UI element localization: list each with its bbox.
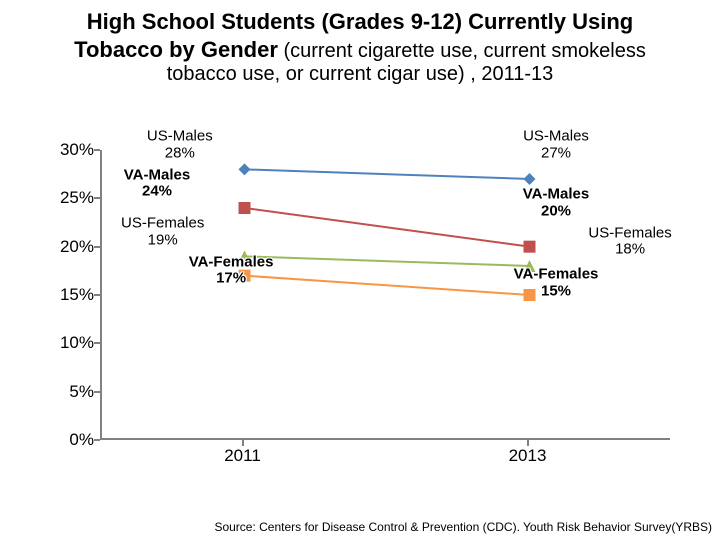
- y-axis-label: 10%: [48, 333, 94, 353]
- y-tick: [94, 197, 100, 199]
- y-axis-label: 0%: [48, 430, 94, 450]
- y-axis-label: 15%: [48, 285, 94, 305]
- x-tick: [242, 440, 244, 446]
- y-tick: [94, 391, 100, 393]
- data-label: US-Males27%: [523, 129, 589, 162]
- source-citation: Source: Centers for Disease Control & Pr…: [214, 520, 712, 534]
- y-tick: [94, 149, 100, 151]
- data-label: VA-Males24%: [124, 167, 190, 200]
- data-label: VA-Females15%: [514, 267, 599, 300]
- x-tick: [527, 440, 529, 446]
- data-label: VA-Males20%: [523, 187, 589, 220]
- chart-title: High School Students (Grades 9-12) Curre…: [0, 0, 720, 88]
- data-label: US-Females18%: [588, 225, 671, 258]
- x-axis-label: 2013: [509, 446, 547, 466]
- data-label: US-Males28%: [147, 129, 213, 162]
- y-tick: [94, 246, 100, 248]
- y-tick: [94, 439, 100, 441]
- y-axis-label: 30%: [48, 140, 94, 160]
- x-axis-label: 2011: [224, 446, 261, 466]
- data-label: VA-Females17%: [189, 254, 274, 287]
- y-axis-label: 25%: [48, 188, 94, 208]
- y-tick: [94, 342, 100, 344]
- data-label: US-Females19%: [121, 216, 204, 249]
- chart-area: 0%5%10%15%20%25%30%20112013US-Males28%US…: [48, 150, 678, 470]
- y-axis-label: 5%: [48, 382, 94, 402]
- y-tick: [94, 294, 100, 296]
- y-axis-label: 20%: [48, 237, 94, 257]
